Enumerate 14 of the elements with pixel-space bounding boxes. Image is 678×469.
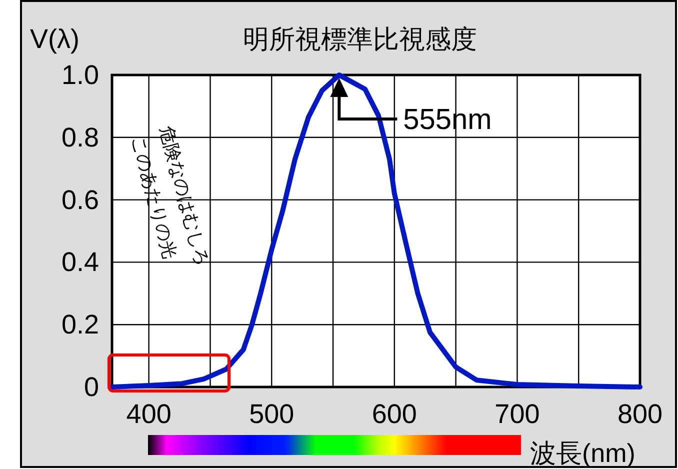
y-tick-label: 0.4 <box>61 247 99 278</box>
x-axis-title: 波長(nm) <box>530 438 636 468</box>
y-tick-label: 0.8 <box>61 122 99 152</box>
y-tick-label: 0.6 <box>61 184 99 215</box>
y-axis-title: V(λ) <box>30 24 80 54</box>
y-tick-label: 0.2 <box>61 310 99 340</box>
chart-title: 明所視標準比視感度 <box>243 24 477 54</box>
x-tick-label: 700 <box>494 399 540 429</box>
x-tick-label: 800 <box>617 399 663 429</box>
y-tick-label: 1.0 <box>61 60 99 90</box>
x-tick-label: 500 <box>249 399 294 429</box>
y-tick-label: 0 <box>84 372 99 402</box>
x-tick-label: 600 <box>372 399 417 429</box>
x-tick-label: 400 <box>126 399 172 429</box>
